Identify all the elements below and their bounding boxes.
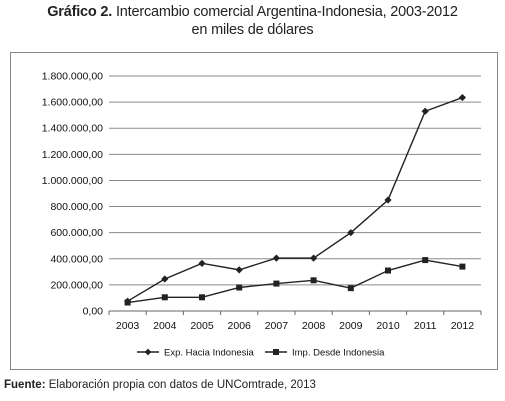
x-tick-label: 2004: [153, 320, 177, 332]
chart-subtitle: en miles de dólares: [191, 22, 314, 38]
line-chart: 0,00 200.000,00 400.000,00 600.000,00 800.00…: [42, 71, 482, 359]
title-label: Gráfico 2.: [47, 4, 113, 20]
data-point-square: [124, 299, 131, 306]
x-tick-label: 2006: [228, 320, 252, 332]
source-label: Fuente:: [4, 379, 46, 391]
x-tick-label: 2010: [376, 320, 400, 332]
title-text: Intercambio comercial Argentina-Indonesi…: [115, 4, 458, 20]
y-tick-label: 400.000,00: [50, 253, 103, 265]
data-point-square: [236, 284, 243, 291]
data-point-square: [199, 294, 205, 301]
source-text: Elaboración propia con datos de UNComtra…: [48, 379, 316, 391]
source-note: Fuente: Elaboración propia con datos de …: [4, 379, 316, 391]
data-point-diamond: [310, 254, 318, 262]
data-point-diamond: [458, 93, 466, 102]
data-point-diamond: [161, 275, 169, 283]
legend-marker-diamond: [144, 348, 152, 356]
legend-label: Imp. Desde Indonesia: [292, 348, 385, 359]
y-tick-label: 1.200.000,00: [42, 149, 103, 161]
x-tick-label: 2009: [339, 320, 363, 332]
data-point-diamond: [235, 266, 243, 274]
x-tick-label: 2007: [265, 320, 289, 332]
y-tick-label: 1.600.000,00: [42, 97, 103, 109]
y-tick-label: 600.000,00: [50, 227, 103, 239]
data-point-diamond: [384, 196, 392, 204]
x-tick-label: 2003: [116, 320, 140, 332]
x-tick-label: 2008: [302, 320, 326, 332]
y-tick-label: 1.800.000,00: [42, 71, 103, 83]
y-tick-label: 0,00: [83, 306, 104, 318]
data-point-square: [161, 294, 168, 301]
legend-label: Exp. Hacia Indonesia: [164, 348, 254, 359]
y-tick-label: 200.000,00: [50, 279, 103, 291]
data-point-diamond: [272, 254, 280, 262]
y-tick-label: 800.000,00: [50, 201, 103, 213]
x-tick-label: 2011: [414, 320, 437, 332]
data-point-square: [310, 277, 317, 284]
data-point-square: [422, 257, 429, 264]
chart-frame: 0,00 200.000,00 400.000,00 600.000,00 800.00…: [10, 52, 498, 370]
data-point-square: [273, 280, 280, 287]
title-line: Gráfico 2. Intercambio comercial Argenti…: [0, 3, 505, 21]
legend-marker-square: [273, 349, 279, 355]
y-tick-label: 1.400.000,00: [42, 123, 103, 135]
y-tick-label: 1.000.000,00: [42, 175, 103, 187]
x-tick-label: 2012: [451, 320, 475, 332]
data-point-square: [347, 285, 354, 292]
data-point-square: [459, 263, 466, 270]
data-point-diamond: [421, 107, 429, 115]
data-point-diamond: [347, 229, 355, 237]
x-tick-label: 2005: [190, 320, 214, 332]
data-point-square: [385, 267, 391, 274]
series-line-1: [127, 96, 463, 302]
data-point-diamond: [198, 259, 206, 267]
series-line-2: [127, 259, 463, 304]
chart-title: Gráfico 2. Intercambio comercial Argenti…: [0, 3, 505, 39]
